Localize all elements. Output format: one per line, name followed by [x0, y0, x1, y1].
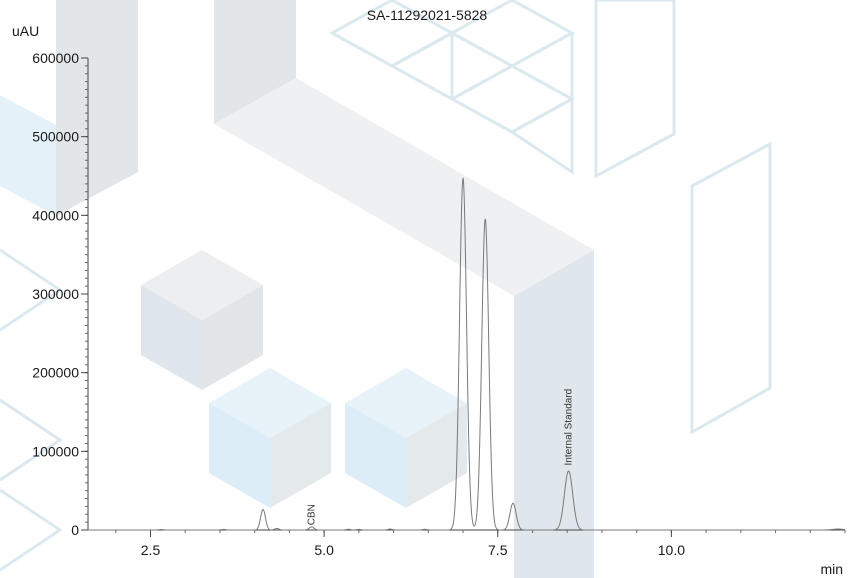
- x-tick-label: 2.5: [141, 542, 161, 558]
- y-tick-label: 0: [71, 522, 79, 538]
- background-panel: [214, 78, 594, 296]
- x-tick-label: 7.5: [488, 542, 508, 558]
- background-outline-shape: [0, 398, 63, 482]
- x-tick-label: 5.0: [314, 542, 334, 558]
- peak-labels: CBN Internal Standard: [307, 389, 575, 526]
- background-outline-shape: [509, 96, 574, 175]
- x-major-ticks: 2.5 5.0 7.5 10.0: [141, 530, 685, 558]
- y-tick-label: 300000: [32, 286, 79, 302]
- y-tick-label: 400000: [32, 207, 79, 223]
- background-panel: [514, 250, 594, 578]
- background-panel: [0, 95, 56, 216]
- background-cube: [345, 368, 467, 508]
- y-tick-label: 100000: [32, 443, 79, 459]
- y-tick-label: 600000: [32, 50, 79, 66]
- y-tick-label: 500000: [32, 129, 79, 145]
- peak-label: Internal Standard: [564, 389, 575, 466]
- background-outline-shape: [448, 64, 576, 134]
- x-axis-title: min: [820, 561, 843, 577]
- background-panel: [214, 0, 296, 124]
- background-outline-shape: [594, 0, 676, 179]
- peak-label: CBN: [307, 504, 318, 525]
- background-outline-shapes: [0, 0, 772, 572]
- chromatogram-trace: [88, 177, 846, 531]
- background-panel: [56, 0, 138, 216]
- y-axis-title: uAU: [12, 23, 39, 39]
- background-outline-shape: [0, 488, 63, 572]
- background-outline-shape: [690, 141, 772, 435]
- y-major-ticks: 0 100000 200000 300000 400000 500000 600000: [32, 50, 88, 538]
- x-tick-label: 10.0: [658, 542, 685, 558]
- y-tick-label: 200000: [32, 365, 79, 381]
- background-cube: [141, 250, 263, 390]
- chart-title: SA-11292021-5828: [367, 7, 488, 23]
- background-outline-shape: [0, 248, 63, 332]
- background-pattern: [0, 0, 772, 578]
- background-cube: [209, 368, 331, 508]
